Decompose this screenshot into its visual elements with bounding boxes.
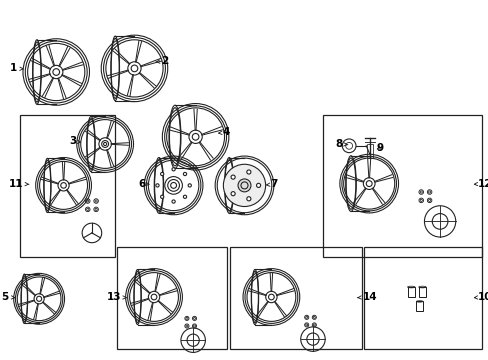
Ellipse shape (172, 200, 175, 203)
Text: 7: 7 (266, 179, 277, 189)
Ellipse shape (188, 184, 191, 187)
Ellipse shape (160, 172, 163, 176)
Ellipse shape (58, 180, 69, 191)
Bar (364, 247, 481, 349)
Bar (416, 301, 422, 311)
Text: 3: 3 (69, 136, 81, 147)
Bar (229, 247, 361, 349)
Ellipse shape (246, 197, 250, 201)
Text: 9: 9 (376, 143, 383, 153)
Text: 11: 11 (9, 179, 29, 189)
Ellipse shape (34, 294, 44, 304)
Ellipse shape (231, 192, 235, 196)
Ellipse shape (238, 179, 250, 192)
Ellipse shape (192, 134, 199, 140)
Ellipse shape (61, 183, 66, 188)
Text: 14: 14 (357, 292, 377, 302)
Ellipse shape (183, 195, 186, 198)
Ellipse shape (223, 164, 265, 207)
Ellipse shape (49, 66, 63, 78)
Text: 4: 4 (218, 127, 229, 138)
Bar (322, 115, 481, 257)
Text: 10: 10 (473, 292, 488, 302)
Ellipse shape (172, 168, 175, 171)
Text: 1: 1 (10, 63, 23, 73)
Ellipse shape (231, 175, 235, 179)
Bar (366, 144, 372, 158)
Ellipse shape (246, 170, 250, 174)
Ellipse shape (366, 181, 371, 186)
Ellipse shape (241, 182, 247, 189)
Ellipse shape (268, 294, 274, 300)
Ellipse shape (188, 130, 202, 143)
Ellipse shape (131, 65, 138, 72)
Bar (117, 247, 227, 349)
Text: 6: 6 (138, 179, 149, 189)
Ellipse shape (160, 195, 163, 198)
Text: 12: 12 (473, 179, 488, 189)
Bar (407, 287, 414, 297)
Text: 8: 8 (334, 139, 347, 149)
Ellipse shape (37, 296, 41, 301)
Bar (418, 287, 425, 297)
Ellipse shape (148, 291, 160, 303)
Ellipse shape (151, 294, 157, 300)
Ellipse shape (156, 184, 159, 187)
Ellipse shape (183, 172, 186, 176)
Ellipse shape (265, 291, 277, 303)
Text: 5: 5 (1, 292, 15, 302)
Bar (20, 115, 115, 257)
Ellipse shape (256, 183, 260, 188)
Ellipse shape (127, 62, 141, 75)
Text: 2: 2 (156, 56, 168, 66)
Ellipse shape (363, 178, 374, 189)
Ellipse shape (53, 69, 60, 75)
Text: 13: 13 (106, 292, 126, 302)
